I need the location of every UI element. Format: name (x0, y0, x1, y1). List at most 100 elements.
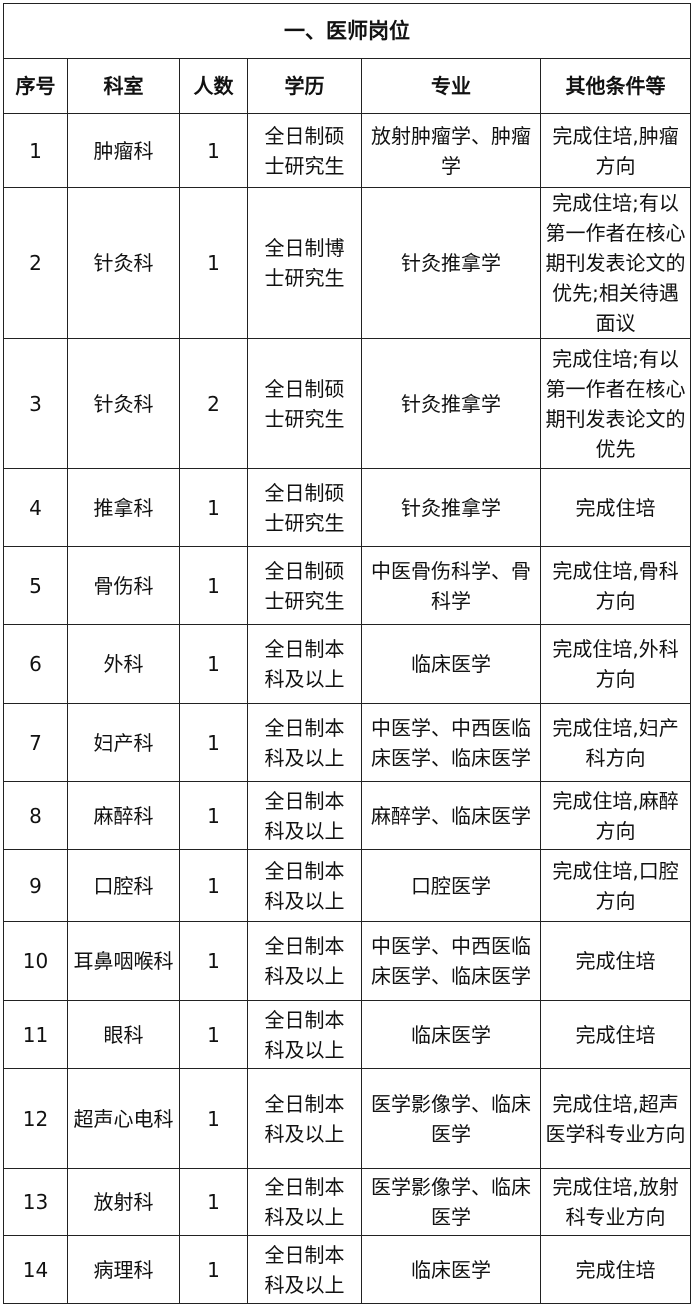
cell-other: 完成住培,麻醉方向 (539, 781, 692, 850)
table-row: 4 推拿科 1 全日制硕士研究生 针灸推拿学 完成住培 (3, 468, 692, 547)
cell-other: 完成住培 (539, 1000, 692, 1069)
cell-other: 完成住培,外科方向 (539, 624, 692, 704)
cell-other: 完成住培;有以第一作者在核心期刊发表论文的优先;相关待遇面议 (539, 187, 692, 339)
table-row: 1 肿瘤科 1 全日制硕士研究生 放射肿瘤学、肿瘤学 完成住培,肿瘤方向 (3, 113, 692, 188)
cell-dept: 口腔科 (67, 849, 180, 922)
cell-count: 2 (179, 338, 248, 469)
cell-other: 完成住培,放射科专业方向 (539, 1168, 692, 1236)
cell-other: 完成住培,超声医学科专业方向 (539, 1068, 692, 1169)
cell-dept: 眼科 (67, 1000, 180, 1069)
cell-no: 8 (3, 781, 68, 850)
cell-no: 2 (3, 187, 68, 339)
table-row: 7 妇产科 1 全日制本科及以上 中医学、中西医临床医学、临床医学 完成住培,妇产科方向 (3, 703, 692, 782)
cell-other: 完成住培;有以第一作者在核心期刊发表论文的优先 (539, 338, 692, 469)
cell-count: 1 (179, 624, 248, 704)
cell-other: 完成住培,肿瘤方向 (539, 113, 692, 188)
cell-dept: 放射科 (67, 1168, 180, 1236)
cell-count: 1 (179, 187, 248, 339)
cell-count: 1 (179, 703, 248, 782)
cell-edu: 全日制本科及以上 (247, 781, 362, 850)
cell-edu: 全日制本科及以上 (247, 1235, 362, 1304)
header-edu: 学历 (247, 58, 362, 114)
cell-edu: 全日制本科及以上 (247, 703, 362, 782)
header-no: 序号 (3, 58, 68, 114)
cell-major: 中医学、中西医临床医学、临床医学 (361, 921, 541, 1001)
cell-dept: 针灸科 (67, 187, 180, 339)
cell-edu: 全日制本科及以上 (247, 624, 362, 704)
cell-no: 12 (3, 1068, 68, 1169)
cell-dept: 推拿科 (67, 468, 180, 547)
header-row: 序号 科室 人数 学历 专业 其他条件等 (3, 58, 692, 114)
table-row: 13 放射科 1 全日制本科及以上 医学影像学、临床医学 完成住培,放射科专业方向 (3, 1168, 692, 1236)
cell-no: 13 (3, 1168, 68, 1236)
header-other: 其他条件等 (539, 58, 692, 114)
cell-edu: 全日制本科及以上 (247, 1000, 362, 1069)
cell-count: 1 (179, 1068, 248, 1169)
cell-count: 1 (179, 781, 248, 850)
cell-count: 1 (179, 1235, 248, 1304)
cell-no: 7 (3, 703, 68, 782)
cell-count: 1 (179, 1168, 248, 1236)
header-dept: 科室 (67, 58, 180, 114)
cell-major: 针灸推拿学 (361, 338, 541, 469)
cell-edu: 全日制博士研究生 (247, 187, 362, 339)
cell-no: 9 (3, 849, 68, 922)
cell-no: 1 (3, 113, 68, 188)
cell-count: 1 (179, 546, 248, 625)
header-count: 人数 (179, 58, 248, 114)
cell-count: 1 (179, 113, 248, 188)
cell-edu: 全日制本科及以上 (247, 1068, 362, 1169)
cell-edu: 全日制硕士研究生 (247, 546, 362, 625)
cell-dept: 妇产科 (67, 703, 180, 782)
cell-major: 医学影像学、临床医学 (361, 1168, 541, 1236)
cell-major: 中医骨伤科学、骨科学 (361, 546, 541, 625)
cell-dept: 肿瘤科 (67, 113, 180, 188)
table-row: 11 眼科 1 全日制本科及以上 临床医学 完成住培 (3, 1000, 692, 1069)
cell-edu: 全日制硕士研究生 (247, 113, 362, 188)
cell-major: 临床医学 (361, 624, 541, 704)
cell-dept: 外科 (67, 624, 180, 704)
cell-major: 医学影像学、临床医学 (361, 1068, 541, 1169)
table-row: 8 麻醉科 1 全日制本科及以上 麻醉学、临床医学 完成住培,麻醉方向 (3, 781, 692, 850)
table-row: 3 针灸科 2 全日制硕士研究生 针灸推拿学 完成住培;有以第一作者在核心期刊发表论文的优… (3, 338, 692, 469)
cell-no: 11 (3, 1000, 68, 1069)
cell-dept: 耳鼻咽喉科 (67, 921, 180, 1001)
cell-edu: 全日制本科及以上 (247, 849, 362, 922)
cell-major: 放射肿瘤学、肿瘤学 (361, 113, 541, 188)
cell-major: 临床医学 (361, 1235, 541, 1304)
cell-no: 5 (3, 546, 68, 625)
header-major: 专业 (361, 58, 541, 114)
cell-no: 14 (3, 1235, 68, 1304)
cell-other: 完成住培 (539, 921, 692, 1001)
cell-major: 针灸推拿学 (361, 187, 541, 339)
cell-no: 10 (3, 921, 68, 1001)
cell-no: 4 (3, 468, 68, 547)
positions-table: 一、医师岗位 序号 科室 人数 学历 专业 其他条件等 1 肿瘤科 1 全日制硕士研究… (2, 3, 692, 1304)
cell-no: 3 (3, 338, 68, 469)
cell-major: 临床医学 (361, 1000, 541, 1069)
table-row: 10 耳鼻咽喉科 1 全日制本科及以上 中医学、中西医临床医学、临床医学 完成住培 (3, 921, 692, 1001)
cell-major: 麻醉学、临床医学 (361, 781, 541, 850)
cell-other: 完成住培 (539, 468, 692, 547)
cell-count: 1 (179, 1000, 248, 1069)
cell-other: 完成住培,妇产科方向 (539, 703, 692, 782)
table-row: 9 口腔科 1 全日制本科及以上 口腔医学 完成住培,口腔方向 (3, 849, 692, 922)
cell-edu: 全日制本科及以上 (247, 921, 362, 1001)
cell-edu: 全日制硕士研究生 (247, 338, 362, 469)
cell-other: 完成住培,骨科方向 (539, 546, 692, 625)
cell-edu: 全日制本科及以上 (247, 1168, 362, 1236)
cell-major: 中医学、中西医临床医学、临床医学 (361, 703, 541, 782)
table-row: 6 外科 1 全日制本科及以上 临床医学 完成住培,外科方向 (3, 624, 692, 704)
table-title: 一、医师岗位 (2, 3, 692, 59)
cell-major: 针灸推拿学 (361, 468, 541, 547)
cell-dept: 麻醉科 (67, 781, 180, 850)
table-row: 14 病理科 1 全日制本科及以上 临床医学 完成住培 (3, 1235, 692, 1304)
cell-edu: 全日制硕士研究生 (247, 468, 362, 547)
cell-count: 1 (179, 849, 248, 922)
cell-dept: 针灸科 (67, 338, 180, 469)
cell-count: 1 (179, 468, 248, 547)
cell-dept: 骨伤科 (67, 546, 180, 625)
cell-dept: 病理科 (67, 1235, 180, 1304)
cell-major: 口腔医学 (361, 849, 541, 922)
cell-other: 完成住培 (539, 1235, 692, 1304)
